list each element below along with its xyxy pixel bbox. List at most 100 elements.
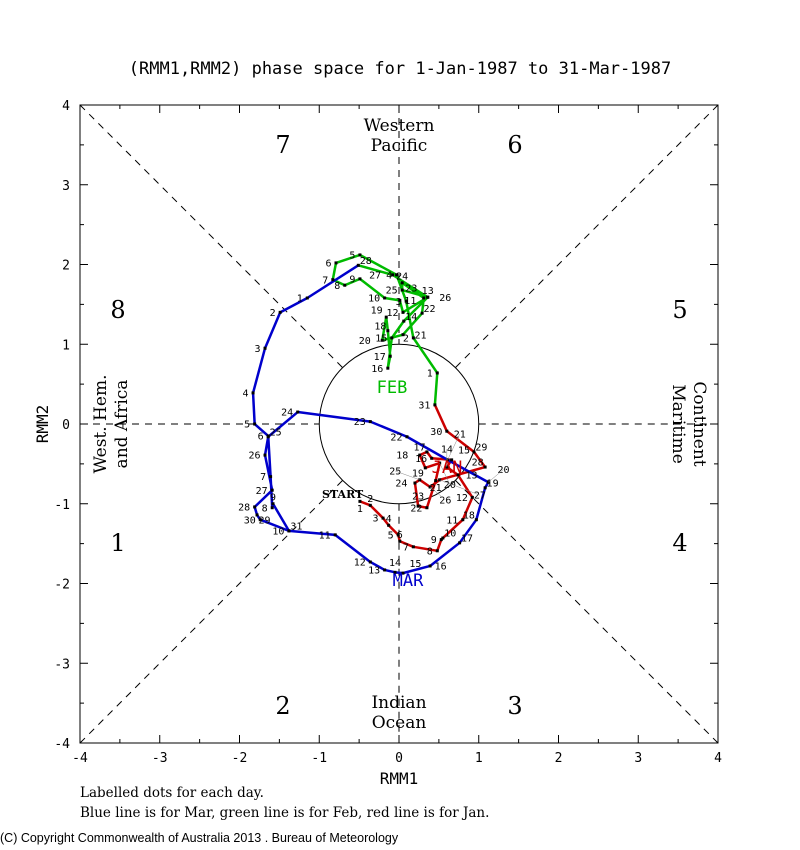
phase-8: 8 — [110, 296, 125, 324]
x-tick-label: -3 — [152, 751, 168, 766]
day-label: 11 — [446, 515, 458, 526]
phase-numbers: 1 2 3 4 5 6 7 8 — [110, 131, 687, 720]
day-label: 4 — [243, 388, 249, 399]
day-label: 19 — [487, 478, 499, 489]
day-label: 26 — [439, 495, 451, 506]
day-dot — [422, 296, 426, 300]
day-dot — [251, 391, 255, 395]
region-bottom-line1: Indian — [371, 693, 426, 713]
day-label-leader — [395, 470, 420, 481]
start-label: START — [322, 488, 364, 501]
day-dot — [434, 479, 438, 483]
day-dot — [269, 475, 273, 479]
day-label: 7 — [260, 472, 266, 483]
day-dot — [368, 420, 372, 424]
region-top-line2: Pacific — [371, 136, 428, 156]
day-label: 2 — [403, 333, 409, 344]
day-dot — [458, 541, 462, 545]
y-tick-label: -3 — [54, 657, 70, 672]
day-dot — [331, 278, 335, 282]
region-labels: Western Pacific Indian Ocean West. Hem. … — [91, 116, 709, 733]
day-dot — [383, 568, 387, 572]
day-dot — [418, 453, 422, 457]
day-dot — [358, 499, 362, 503]
day-label-leader — [429, 486, 446, 500]
day-dot — [258, 518, 262, 522]
day-dot — [271, 502, 275, 506]
day-label: 9 — [349, 274, 355, 285]
phase-boundary-line — [79, 104, 343, 368]
day-label: 14 — [389, 558, 401, 569]
day-dot — [411, 545, 415, 549]
day-dot — [472, 450, 476, 454]
y-tick-label: -1 — [54, 498, 70, 513]
day-dot — [253, 422, 257, 426]
note-line-2: Blue line is for Mar, green line is for … — [80, 805, 489, 821]
day-label: 4 — [386, 270, 392, 281]
day-dot — [395, 273, 399, 277]
day-dot — [393, 570, 397, 574]
day-dot — [270, 488, 274, 492]
day-dot — [413, 481, 417, 485]
day-label: 27 — [474, 491, 486, 502]
day-label: 17 — [461, 533, 473, 544]
day-dot — [390, 336, 394, 340]
phase-4: 4 — [672, 529, 687, 557]
day-label: 12 — [386, 308, 398, 319]
day-label: 3 — [254, 344, 260, 355]
phase-1: 1 — [110, 529, 125, 557]
day-label: 20 — [444, 480, 456, 491]
day-dot — [255, 513, 259, 517]
day-label: 20 — [359, 336, 371, 347]
note-line-1: Labelled dots for each day. — [80, 785, 264, 801]
day-dot — [456, 473, 460, 477]
day-dot — [435, 549, 439, 553]
day-label: 25 — [386, 286, 398, 297]
day-label: 10 — [272, 526, 284, 537]
day-dot — [368, 560, 372, 564]
phase-boundary-line — [455, 480, 719, 744]
day-label: 1 — [297, 294, 303, 305]
day-label: 20 — [498, 465, 510, 476]
month-label-jan: JAN — [432, 458, 463, 478]
day-dot — [263, 453, 267, 457]
day-dot — [333, 533, 337, 537]
day-label: 23 — [405, 284, 417, 295]
day-label: 30 — [430, 427, 442, 438]
day-dot — [343, 283, 347, 287]
day-label: 25 — [270, 427, 282, 438]
day-label-leader — [439, 462, 451, 485]
month-label-feb: FEB — [377, 378, 408, 398]
day-dot — [428, 564, 432, 568]
day-dot — [398, 298, 402, 302]
x-tick-label: 0 — [395, 751, 403, 766]
day-label: 5 — [349, 251, 355, 262]
day-dot — [287, 529, 291, 533]
day-label: 2 — [367, 494, 373, 505]
region-bottom-line2: Ocean — [372, 713, 427, 733]
day-dot — [474, 518, 478, 522]
day-label: 10 — [368, 294, 380, 305]
day-dot — [358, 253, 362, 257]
y-tick-label: 3 — [62, 179, 70, 194]
y-axis-label: RMM2 — [33, 405, 52, 444]
day-label: 28 — [472, 458, 484, 469]
day-label: 11 — [319, 530, 331, 541]
day-label: 3 — [373, 514, 379, 525]
day-label: 6 — [258, 432, 264, 443]
day-dot — [380, 338, 384, 342]
day-dot — [423, 466, 427, 470]
day-dot — [401, 571, 405, 575]
day-label: 17 — [374, 352, 386, 363]
day-label: 6 — [325, 259, 331, 270]
day-dot — [400, 288, 404, 292]
day-label: 21 — [454, 430, 466, 441]
day-dot — [356, 263, 360, 267]
day-label: 31 — [290, 522, 302, 533]
day-label: 8 — [334, 281, 340, 292]
day-dot — [404, 299, 408, 303]
x-axis-label: RMM1 — [380, 769, 419, 788]
day-label: 19 — [371, 306, 383, 317]
day-label: 24 — [395, 479, 407, 490]
